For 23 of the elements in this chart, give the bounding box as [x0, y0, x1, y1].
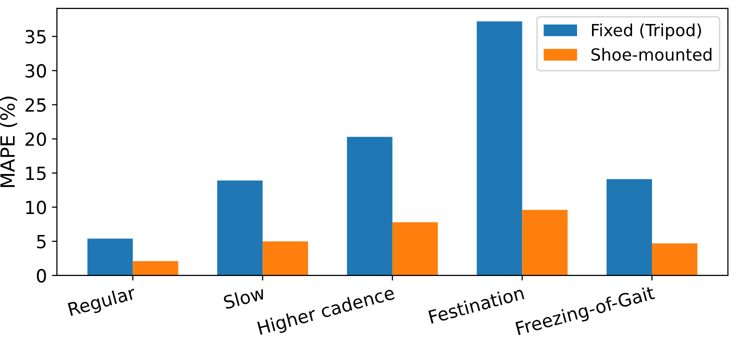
bar: [87, 238, 133, 276]
y-tick-label: 35: [26, 30, 46, 44]
bar: [346, 136, 392, 276]
bar: [522, 210, 568, 276]
legend-label: Shoe-mounted: [591, 48, 712, 61]
legend-label: Fixed (Tripod): [592, 23, 701, 40]
x-tick-label: Regular: [68, 285, 138, 320]
y-tick-label: 0: [36, 268, 46, 283]
y-tick-label: 20: [26, 132, 46, 146]
bar: [217, 180, 263, 276]
y-tick-label: 15: [26, 166, 46, 180]
y-tick-label: 5: [37, 235, 46, 248]
y-tick-label: 30: [26, 64, 46, 78]
y-tick-label: 10: [26, 200, 46, 214]
bar: [476, 21, 522, 276]
bar: [262, 241, 308, 276]
y-tick-label: 25: [26, 98, 46, 112]
bar: [392, 222, 438, 276]
bar: [652, 243, 698, 276]
bar: [606, 179, 652, 276]
bar: [132, 261, 178, 276]
y-axis-title: MAPE (%): [0, 96, 18, 188]
x-tick-label: Slow: [222, 285, 266, 310]
